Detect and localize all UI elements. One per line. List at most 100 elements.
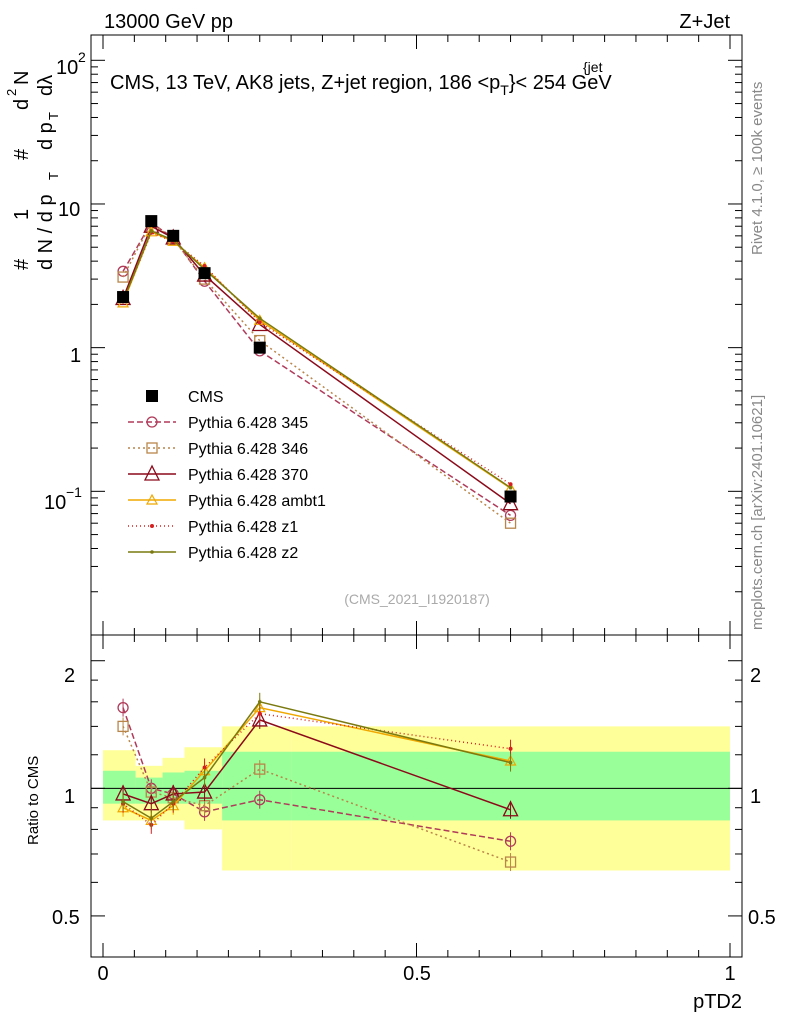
main-line-p370 [122,225,511,505]
rtick-1-left: 1 [64,786,75,808]
ratio-point-z1-5 [508,746,513,751]
ylabel-dlambda: dλ [35,75,57,96]
header-energy: 13000 GeV pp [104,11,233,33]
rtick-2-right: 2 [750,665,761,687]
ratio-line-z1 [122,712,511,826]
legend-marker-ambt1 [145,493,159,505]
ratio-point-z1-3 [202,765,207,770]
main-point-cms-2 [167,229,180,242]
ylabel-dp: d p [35,122,57,150]
ratio-point-p346-0 [117,720,129,733]
chart-title: CMS, 13 TeV, AK8 jets, Z+jet region, 186… [110,72,612,98]
ylabel-sub-t1: T [46,172,61,180]
ratio-point-p345-4 [254,794,266,806]
ytick-10: 10 [58,199,80,221]
ytick-100-base: 10 [56,57,78,79]
legend-label-p370: Pythia 6.428 370 [188,467,308,484]
main-line-p346 [122,221,511,524]
ratio-line-z2 [122,700,511,820]
rivet-label: Rivet 4.1.0, ≥ 100k events [749,82,766,255]
band-inner-4 [222,751,292,821]
ratio-point-p346-4 [254,763,266,775]
legend-marker-z2 [150,550,154,554]
ratio-point-p345-0 [117,701,129,714]
ratio-bands [91,726,742,871]
main-point-z2-5 [508,485,513,490]
main-point-cms-1 [145,215,158,228]
main-point-p370-5 [502,494,519,511]
ratio-line-ambt1 [122,706,511,822]
ratio-point-z2-2 [171,799,176,804]
main-point-z2-1 [149,229,154,233]
legend-marker-p346 [146,442,158,454]
ytick-01-exp: −1 [66,484,82,500]
ylabel-dndpt: d N / d p [35,194,57,270]
x-axis-label: pTD2 [693,991,742,1013]
y-tick-labels: 10 2 10 1 10 −1 [44,49,86,514]
ylabel-one: 1 [11,209,33,220]
ratio-tick-labels: 2 1 0.5 2 1 0.5 [52,665,776,929]
main-point-z1-5 [508,482,513,487]
main-point-cms-3 [198,267,211,280]
main-point-cms-4 [253,341,266,354]
legend-label-p345: Pythia 6.428 345 [188,415,308,432]
ratio-y-label: Ratio to CMS [25,756,42,845]
main-line-z1 [122,231,511,485]
main-point-p346-5 [504,517,517,529]
main-point-cms-0 [117,291,130,304]
legend-label-cms: CMS [188,389,224,406]
main-line-p345 [122,221,511,517]
ylabel-sup-2: 2 [4,89,19,96]
chart-title-main: CMS, 13 TeV, AK8 jets, Z+jet region, 186… [110,72,500,94]
ratio-line-p346 [122,726,511,863]
axis-ticks [91,35,742,957]
main-line-z2 [122,229,511,489]
xtick-05: 0.5 [403,963,431,985]
legend: CMS Pythia 6.428 345 Pythia 6.428 346 Pythi… [128,389,326,562]
ratio-line-p345 [122,707,511,843]
chart-title-sub: T [500,82,509,98]
ylabel-n: N [11,71,33,85]
ylabel-d: d [11,99,33,110]
ratio-line-p370 [122,719,511,811]
xtick-0: 0 [97,963,108,985]
y-axis-label: # 1 d N / d p T # d p T d 2 N dλ [4,71,61,270]
rtick-1-right: 1 [750,786,761,808]
rtick-05-left: 0.5 [52,907,80,929]
ratio-point-z2-4 [257,700,262,704]
ytick-01-base: 10 [44,492,66,514]
ratio-series [115,692,519,872]
ratio-point-z1-4 [257,711,262,716]
ratio-point-z2-3 [202,775,207,780]
main-point-p346-0 [117,271,129,283]
main-point-cms-5 [504,490,517,503]
main-point-z1-4 [257,320,262,325]
legend-label-z1: Pythia 6.428 z1 [188,519,298,536]
header-process: Z+Jet [679,11,730,33]
chart-title-sup: {jet [583,59,603,75]
x-tick-labels: 0 0.5 1 [97,963,735,985]
ytick-1: 1 [70,345,81,367]
rtick-05-right: 0.5 [748,907,776,929]
legend-marker-z1 [150,524,154,528]
ratio-point-p370-3 [196,782,213,799]
main-series [115,215,519,529]
analysis-watermark: (CMS_2021_I1920187) [344,591,490,607]
ytick-100-exp: 2 [78,49,86,65]
legend-label-p346: Pythia 6.428 346 [188,441,308,458]
ylabel-hash-1: # [11,258,33,270]
band-inner-0 [103,770,136,804]
ratio-point-z2-0 [121,799,125,804]
mcplots-label: mcplots.cern.ch [arXiv:2401.10621] [749,395,766,630]
main-point-z1-3 [202,264,207,269]
ratio-point-z2-5 [508,760,513,765]
ylabel-sub-t2: T [46,112,61,120]
ylabel-hash-2: # [11,148,33,160]
ratio-point-p346-5 [504,856,517,868]
legend-label-ambt1: Pythia 6.428 ambt1 [188,493,326,510]
legend-marker-p370 [143,464,161,481]
xtick-1: 1 [724,963,735,985]
rtick-2-left: 2 [64,665,75,687]
legend-marker-cms [146,390,158,402]
